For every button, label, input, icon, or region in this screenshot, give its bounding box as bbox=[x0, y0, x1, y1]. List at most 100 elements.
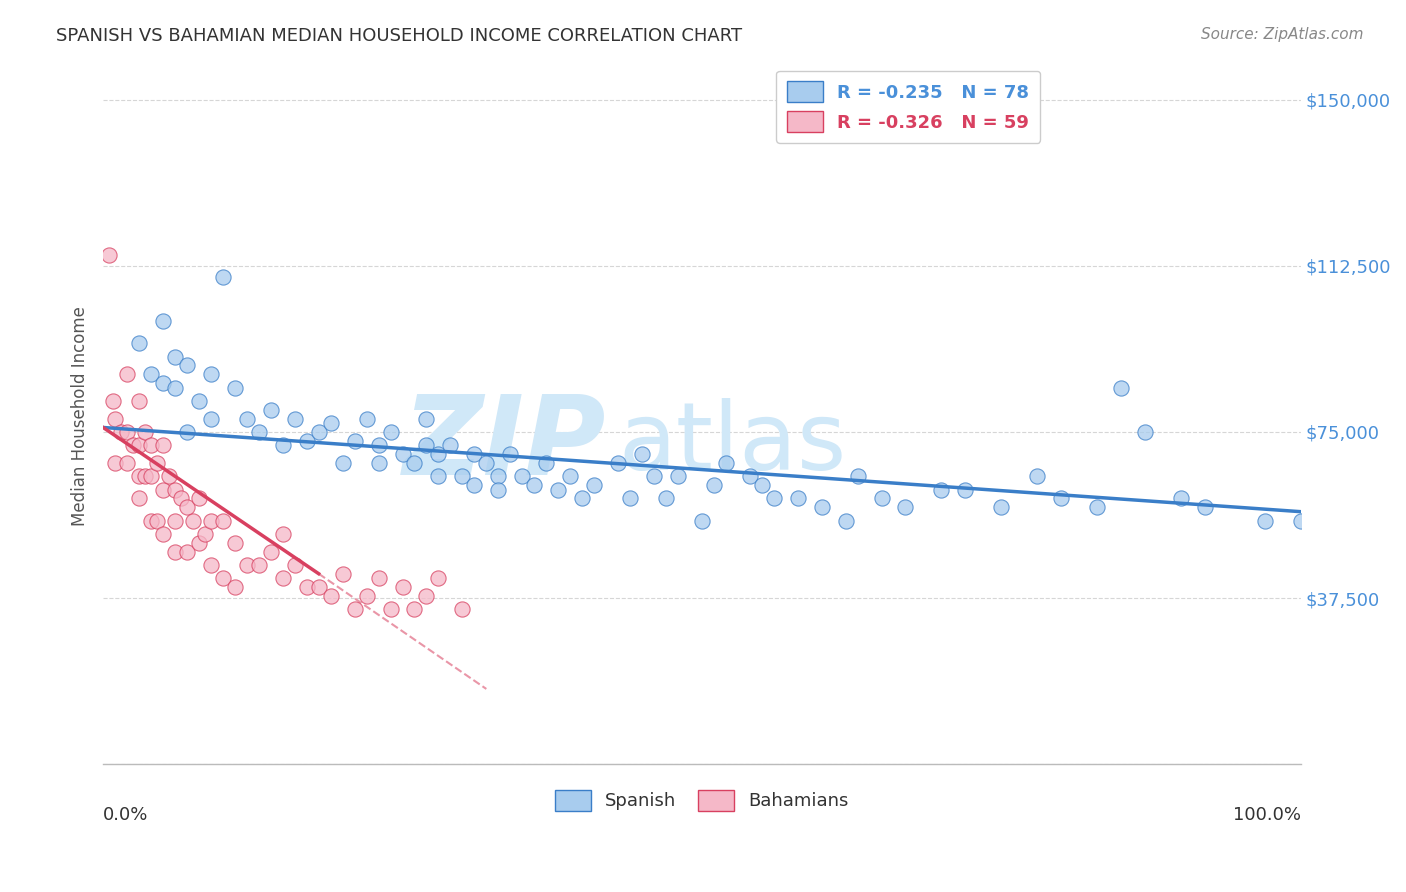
Point bbox=[1050, 491, 1073, 506]
Point bbox=[810, 500, 832, 515]
Point bbox=[547, 483, 569, 497]
Point bbox=[134, 425, 156, 439]
Point bbox=[152, 314, 174, 328]
Point bbox=[486, 483, 509, 497]
Point bbox=[284, 411, 307, 425]
Point bbox=[260, 544, 283, 558]
Point bbox=[163, 544, 186, 558]
Point bbox=[319, 589, 342, 603]
Point bbox=[115, 456, 138, 470]
Point bbox=[104, 411, 127, 425]
Text: atlas: atlas bbox=[619, 398, 846, 491]
Point bbox=[463, 447, 485, 461]
Point bbox=[1254, 514, 1277, 528]
Point bbox=[236, 558, 259, 572]
Point bbox=[224, 580, 246, 594]
Point bbox=[427, 469, 450, 483]
Point bbox=[666, 469, 689, 483]
Point bbox=[176, 425, 198, 439]
Point bbox=[295, 580, 318, 594]
Point bbox=[176, 359, 198, 373]
Point bbox=[1194, 500, 1216, 515]
Point bbox=[415, 411, 437, 425]
Point bbox=[1133, 425, 1156, 439]
Point bbox=[571, 491, 593, 506]
Point bbox=[247, 425, 270, 439]
Point bbox=[463, 478, 485, 492]
Text: ZIP: ZIP bbox=[402, 391, 606, 498]
Point bbox=[128, 438, 150, 452]
Point bbox=[332, 566, 354, 581]
Point bbox=[115, 368, 138, 382]
Point bbox=[534, 456, 557, 470]
Point bbox=[619, 491, 641, 506]
Point bbox=[415, 438, 437, 452]
Point bbox=[146, 514, 169, 528]
Point bbox=[200, 514, 222, 528]
Point bbox=[762, 491, 785, 506]
Point bbox=[187, 393, 209, 408]
Point bbox=[163, 514, 186, 528]
Point bbox=[703, 478, 725, 492]
Point bbox=[163, 381, 186, 395]
Point bbox=[1289, 514, 1312, 528]
Text: 100.0%: 100.0% bbox=[1233, 806, 1301, 824]
Point bbox=[224, 381, 246, 395]
Point bbox=[170, 491, 193, 506]
Point bbox=[157, 469, 180, 483]
Point bbox=[690, 514, 713, 528]
Point bbox=[104, 456, 127, 470]
Point bbox=[583, 478, 606, 492]
Point bbox=[356, 411, 378, 425]
Point bbox=[380, 425, 402, 439]
Point bbox=[655, 491, 678, 506]
Point bbox=[308, 580, 330, 594]
Point bbox=[236, 411, 259, 425]
Point bbox=[152, 376, 174, 391]
Point bbox=[194, 526, 217, 541]
Point bbox=[110, 425, 132, 439]
Point bbox=[475, 456, 498, 470]
Point bbox=[139, 368, 162, 382]
Point bbox=[152, 483, 174, 497]
Point bbox=[391, 580, 413, 594]
Point bbox=[200, 411, 222, 425]
Point bbox=[308, 425, 330, 439]
Point bbox=[271, 526, 294, 541]
Point bbox=[212, 571, 235, 585]
Point bbox=[391, 447, 413, 461]
Point bbox=[200, 558, 222, 572]
Point bbox=[115, 425, 138, 439]
Point bbox=[834, 514, 856, 528]
Point bbox=[319, 416, 342, 430]
Y-axis label: Median Household Income: Median Household Income bbox=[72, 307, 89, 526]
Point bbox=[523, 478, 546, 492]
Point bbox=[955, 483, 977, 497]
Point bbox=[295, 434, 318, 448]
Point bbox=[894, 500, 917, 515]
Point bbox=[152, 438, 174, 452]
Point bbox=[134, 469, 156, 483]
Point bbox=[224, 535, 246, 549]
Point bbox=[643, 469, 665, 483]
Point bbox=[738, 469, 761, 483]
Point bbox=[247, 558, 270, 572]
Point bbox=[343, 602, 366, 616]
Point bbox=[367, 571, 389, 585]
Point bbox=[187, 491, 209, 506]
Point bbox=[1085, 500, 1108, 515]
Legend: Spanish, Bahamians: Spanish, Bahamians bbox=[547, 782, 856, 818]
Point bbox=[128, 469, 150, 483]
Point bbox=[212, 514, 235, 528]
Point bbox=[139, 438, 162, 452]
Point bbox=[380, 602, 402, 616]
Point bbox=[404, 602, 426, 616]
Point bbox=[181, 514, 204, 528]
Point bbox=[122, 438, 145, 452]
Point bbox=[870, 491, 893, 506]
Point bbox=[176, 544, 198, 558]
Point bbox=[560, 469, 582, 483]
Point bbox=[271, 571, 294, 585]
Point bbox=[187, 535, 209, 549]
Point bbox=[163, 350, 186, 364]
